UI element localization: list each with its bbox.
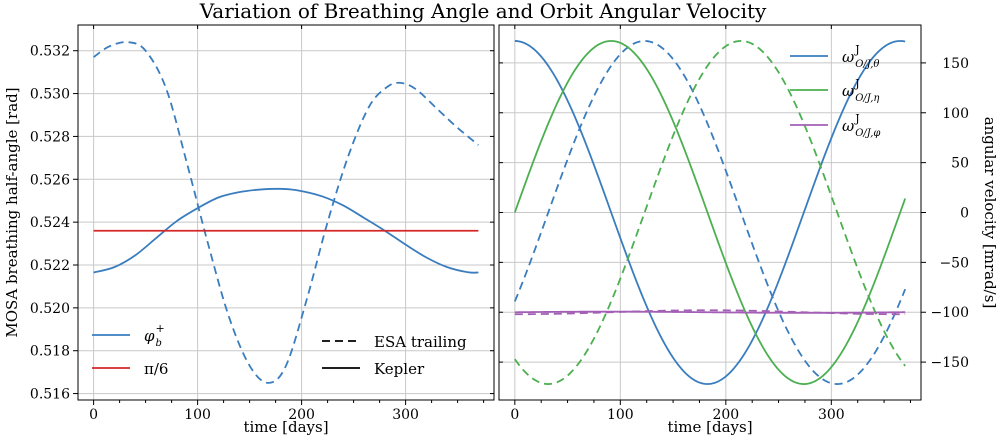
y-tick-label: 0.522 bbox=[30, 258, 70, 274]
x-tick-label: 100 bbox=[184, 407, 211, 423]
legend-label: ω bbox=[842, 48, 854, 66]
legend-sup: + bbox=[156, 322, 165, 335]
x-tick-label: 0 bbox=[510, 407, 519, 423]
x-tick-label: 300 bbox=[818, 407, 845, 423]
grid bbox=[499, 25, 921, 400]
y-tick-label: −100 bbox=[931, 305, 969, 321]
x-tick-label: 200 bbox=[712, 407, 739, 423]
legend-left: φ + b π/6 ESA trailing Kepler bbox=[92, 322, 467, 378]
y-tick-label: 0.520 bbox=[30, 301, 70, 317]
series-group bbox=[93, 41, 479, 384]
series-line-2 bbox=[513, 40, 907, 385]
series-line-1 bbox=[513, 40, 907, 385]
x-axis-label: time [days] bbox=[667, 418, 752, 436]
series-line-5 bbox=[514, 309, 906, 316]
legend-sup: J bbox=[854, 112, 859, 125]
legend-label: ω bbox=[842, 117, 854, 135]
y-tick-label: 0.526 bbox=[30, 172, 70, 188]
y-tick-label: 0 bbox=[960, 206, 969, 222]
series-line-0 bbox=[93, 187, 479, 274]
x-tick-label: 200 bbox=[288, 407, 315, 423]
legend-label: π/6 bbox=[144, 360, 168, 378]
x-tick-label: 300 bbox=[392, 407, 419, 423]
figure-title: Variation of Breathing Angle and Orbit A… bbox=[199, 0, 767, 23]
grid bbox=[78, 25, 494, 400]
y-tick-label: −150 bbox=[931, 355, 969, 371]
legend-sub: O/J,θ bbox=[855, 59, 879, 70]
legend-entry: ω J O/J,η bbox=[790, 77, 879, 104]
x-axis-label: time [days] bbox=[243, 418, 328, 436]
x-tick-label: 100 bbox=[607, 407, 634, 423]
legend-entry: φ + b bbox=[92, 322, 165, 349]
y-axis-label: MOSA breathing half-angle [rad] bbox=[3, 87, 21, 337]
legend-entry: Kepler bbox=[322, 360, 425, 378]
legend-label: Kepler bbox=[374, 360, 425, 378]
series-group bbox=[513, 40, 907, 385]
y-axis-label: angular velocity [mrad/s] bbox=[981, 117, 997, 309]
legend-entry: ω J O/J,θ bbox=[790, 43, 879, 70]
y-tick-label: −50 bbox=[939, 255, 969, 271]
y-tick-label: 0.524 bbox=[30, 215, 70, 231]
legend-sup: J bbox=[854, 43, 859, 56]
y-tick-label: 0.528 bbox=[30, 129, 70, 145]
series-line-3 bbox=[514, 40, 906, 385]
legend-sub: b bbox=[156, 338, 162, 349]
legend-label: ω bbox=[842, 82, 854, 100]
y-tick-label: 50 bbox=[951, 156, 969, 172]
legend-sub: O/J,φ bbox=[855, 128, 880, 139]
axes-frame bbox=[77, 24, 495, 401]
y-tick-label: 0.532 bbox=[30, 44, 70, 60]
y-tick-label: 100 bbox=[942, 106, 969, 122]
legend-entry: ω J O/J,φ bbox=[790, 112, 880, 139]
legend-entry: ESA trailing bbox=[322, 333, 467, 351]
x-tick-label: 0 bbox=[89, 407, 98, 423]
y-tick-label: 0.518 bbox=[30, 344, 70, 360]
legend-sub: O/J,η bbox=[855, 93, 879, 104]
right-panel-angular-velocity: 0 100 200 300 −150 −100 −50 0 50 100 150 time [days… bbox=[498, 24, 997, 436]
legend-label: φ bbox=[144, 327, 155, 345]
y-tick-label: 0.530 bbox=[30, 87, 70, 103]
y-tick-label: 150 bbox=[942, 56, 969, 72]
legend-sup: J bbox=[854, 77, 859, 90]
legend-label: ESA trailing bbox=[374, 333, 467, 351]
legend-entry: π/6 bbox=[92, 360, 168, 378]
series-line-1 bbox=[93, 41, 479, 384]
left-panel-breathing-angle: 0 100 200 300 0.516 0.518 0.520 0.522 0.524 0.526… bbox=[3, 24, 495, 436]
y-tick-label: 0.516 bbox=[30, 387, 70, 403]
legend-right: ω JO/J,θω JO/J,ηω JO/J,φ bbox=[790, 43, 880, 139]
